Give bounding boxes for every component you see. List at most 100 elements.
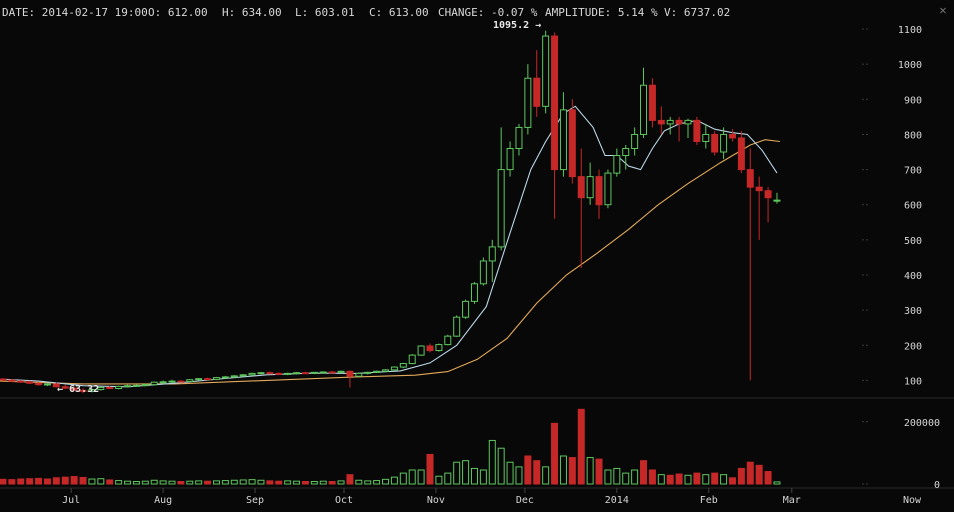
candle-body: [444, 335, 452, 346]
candle: [453, 315, 461, 337]
candle-body: [275, 372, 283, 375]
candle-body: [746, 169, 754, 188]
candle-body: [515, 126, 523, 150]
info-volume: V: 6737.02: [664, 6, 731, 19]
candle: [666, 116, 674, 135]
candle: [417, 345, 425, 356]
volume-bar: [613, 467, 621, 485]
candle-body: [195, 378, 203, 381]
info-change: CHANGE: -0.07 %: [438, 6, 538, 19]
candle-body: [666, 119, 674, 125]
volume-bar: [310, 481, 318, 485]
annotation-low: ← 63.32: [57, 384, 99, 395]
candle-body: [373, 370, 381, 373]
price-tick-label: 100: [904, 376, 922, 387]
candle-body: [657, 119, 665, 125]
candle: [631, 127, 639, 156]
volume-bar: [737, 467, 745, 485]
candle-body: [35, 382, 43, 386]
candle: [462, 299, 470, 319]
candle-body: [355, 372, 363, 377]
candle: [355, 372, 363, 377]
volume-bar: [0, 478, 7, 485]
volume-bar: [141, 480, 149, 485]
candle: [328, 370, 336, 374]
candle: [0, 377, 7, 381]
candle-body: [301, 372, 309, 375]
info-high: H: 634.00: [222, 6, 282, 19]
volume-bar: [337, 480, 345, 485]
candle-body: [720, 133, 728, 153]
volume-bar: [132, 481, 140, 485]
chart-axes: 1100 1000 900 800 700 600 500 400 300 200 100 20000…: [62, 25, 940, 506]
candle-body: [577, 176, 585, 199]
price-tick-label: 900: [904, 95, 922, 106]
candle: [515, 123, 523, 156]
volume-bar: [88, 478, 96, 485]
candle-body: [88, 389, 96, 392]
candle: [106, 386, 114, 390]
candle: [613, 148, 621, 177]
ma-slow-line: [0, 139, 780, 385]
candle-body: [8, 379, 16, 382]
candle-body: [675, 119, 683, 125]
volume-bar: [488, 439, 496, 485]
candle: [497, 127, 505, 251]
ma-slow-path: [0, 139, 780, 385]
candle-body: [613, 155, 621, 174]
candle-body: [755, 186, 763, 192]
candle-body: [168, 380, 176, 383]
volume-bar: [648, 469, 656, 485]
volume-bar: [79, 476, 87, 485]
volume-bar: [551, 422, 559, 485]
candle-body: [328, 371, 336, 374]
candle: [293, 371, 301, 375]
volume-series: [0, 408, 781, 485]
volume-bar: [479, 469, 487, 485]
candle: [70, 386, 78, 391]
volume-bar: [373, 480, 381, 485]
candle: [435, 343, 443, 352]
volume-bar: [595, 458, 603, 485]
volume-bar: [35, 477, 43, 485]
candle-body: [115, 385, 123, 390]
candle-body: [390, 366, 398, 371]
candle-body: [17, 380, 25, 383]
candle-body: [640, 84, 648, 135]
price-tick-label: 700: [904, 166, 922, 177]
candle-body: [266, 372, 274, 375]
candle-body: [737, 137, 745, 171]
candle: [479, 257, 487, 286]
volume-bar: [168, 480, 176, 485]
candle-body: [186, 379, 194, 382]
volume-bar: [195, 480, 203, 485]
volume-bar: [444, 472, 452, 485]
candle-body: [124, 385, 132, 388]
volume-bar: [755, 464, 763, 485]
volume-bar: [284, 480, 292, 485]
candle: [764, 187, 772, 223]
x-tick-label: Nov: [427, 495, 445, 506]
candle: [399, 362, 407, 369]
candle-body: [408, 354, 416, 365]
volume-bar: [435, 475, 443, 485]
candle: [524, 64, 532, 135]
volume-bar: [711, 472, 719, 485]
volume-bar: [604, 469, 612, 485]
candle-body: [132, 384, 140, 387]
candle-body: [79, 389, 87, 392]
candle-body: [604, 172, 612, 206]
volume-bar: [61, 476, 69, 485]
annotation-high: 1095.2 →: [493, 20, 541, 31]
close-icon[interactable]: ✕: [939, 3, 947, 17]
candle-body: [106, 386, 114, 390]
x-tick-label: Jul: [62, 495, 80, 506]
candle-body: [70, 387, 78, 391]
candle-body: [648, 84, 656, 121]
candle: [346, 370, 354, 388]
candle-body: [150, 381, 158, 386]
candle: [132, 384, 140, 387]
candle-body: [524, 77, 532, 128]
volume-bar: [212, 480, 220, 485]
volume-bar: [524, 455, 532, 485]
